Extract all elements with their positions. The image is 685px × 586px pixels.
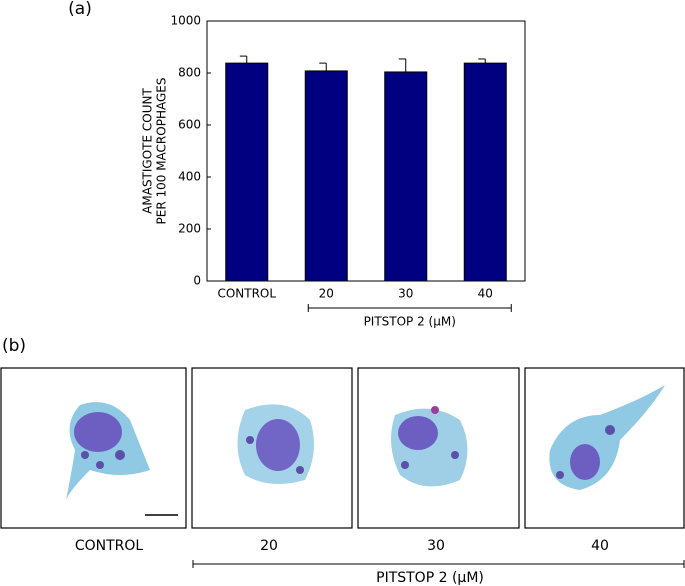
group-bracket <box>192 560 685 568</box>
micrograph <box>0 367 187 529</box>
image-label: CONTROL <box>75 538 144 554</box>
micrograph <box>191 367 353 529</box>
bar <box>304 70 348 282</box>
bar <box>463 62 507 282</box>
micrograph <box>524 367 685 529</box>
x-tick-label: 40 <box>478 287 493 301</box>
group-label: PITSTOP 2 (μM) <box>364 315 456 329</box>
panel-label: (b) <box>2 336 26 356</box>
y-tick-label: 200 <box>178 222 201 236</box>
y-tick-label: 600 <box>178 118 201 132</box>
bar <box>384 71 428 282</box>
x-tick-label: 20 <box>319 287 334 301</box>
y-tick-label: 400 <box>178 170 201 184</box>
image-label: 40 <box>591 538 609 554</box>
x-tick-label: CONTROL <box>217 287 276 301</box>
micrograph <box>357 367 520 529</box>
y-axis-title-line: AMASTIGOTE COUNT <box>141 88 155 214</box>
group-label: PITSTOP 2 (μM) <box>376 570 484 586</box>
panel-label: (a) <box>68 0 92 19</box>
bar <box>225 62 269 282</box>
y-tick-label: 800 <box>178 66 201 80</box>
y-axis-title: AMASTIGOTE COUNT PER 100 MACROPHAGES <box>141 78 169 225</box>
image-label: 20 <box>260 538 278 554</box>
x-tick-label: 30 <box>398 287 413 301</box>
y-tick-label: 0 <box>193 274 201 288</box>
plot-frame <box>206 20 526 282</box>
y-axis-title-line: PER 100 MACROPHAGES <box>155 78 169 225</box>
y-tick-label: 1000 <box>170 14 201 28</box>
image-label: 30 <box>427 538 445 554</box>
